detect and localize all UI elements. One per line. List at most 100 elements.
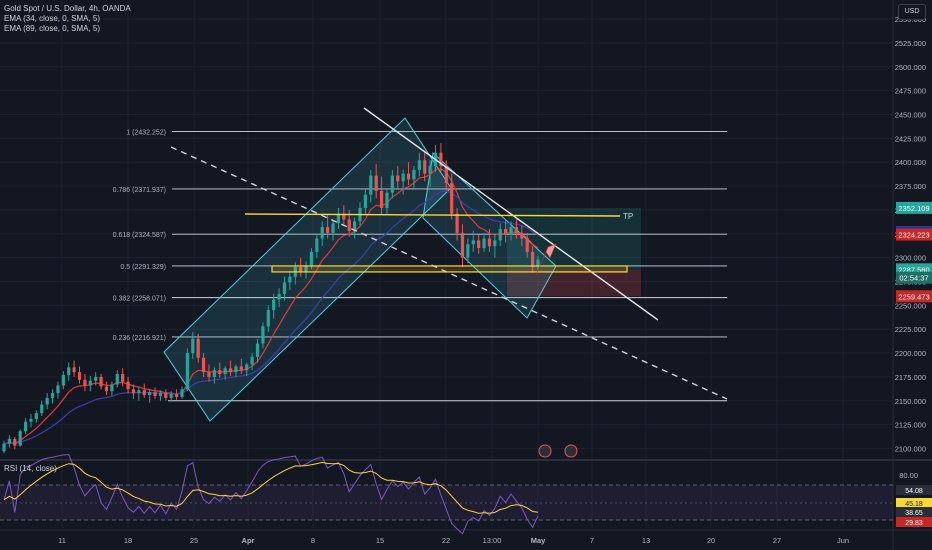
candle-body <box>2 443 6 452</box>
y-tick-label: 2175.000 <box>895 373 926 382</box>
candle-body <box>126 381 130 390</box>
candle-body <box>460 232 465 258</box>
ema89-line <box>3 190 539 445</box>
candle-body <box>56 385 60 394</box>
candle-body <box>115 374 119 385</box>
candle-body <box>288 276 292 283</box>
candle-body <box>514 227 519 233</box>
x-tick-label: 11 <box>58 536 66 545</box>
x-tick-label: 15 <box>376 536 384 545</box>
up-arrow-icon <box>535 243 557 276</box>
candle-body <box>326 227 330 233</box>
candle-body <box>525 238 529 252</box>
y-tick-label: 2400.000 <box>895 158 926 167</box>
candle-body <box>255 343 260 357</box>
candle-body <box>99 376 103 387</box>
candle-body <box>531 251 535 268</box>
rsi-badge-label: 29.83 <box>905 520 923 527</box>
rsi-badge-label: 54.08 <box>905 488 923 495</box>
candle-body <box>379 190 384 209</box>
time-axis[interactable]: 11 18 25 Apr 8 15 22 13:00 May 7 13 20 27 Jun <box>58 536 849 545</box>
candle-body <box>7 438 11 444</box>
candle-body <box>412 169 416 180</box>
candle-body <box>234 366 238 373</box>
candle-body <box>148 392 152 396</box>
rsi-badge <box>896 498 932 508</box>
candle-body <box>450 183 454 214</box>
candle-body <box>304 265 308 272</box>
event-flag-icon <box>564 444 578 458</box>
rsi-badge <box>896 485 932 495</box>
rsi-line <box>3 453 539 535</box>
tp-label: TP <box>623 212 633 221</box>
rsi-tick: 80.00 <box>899 471 918 480</box>
candle-body <box>277 293 281 300</box>
dashed-trendline <box>170 146 728 400</box>
candles <box>2 143 540 454</box>
price-badge-label: 2259.473 <box>898 292 929 301</box>
ema34-line <box>3 168 539 445</box>
candle-body <box>482 238 486 249</box>
candle-body <box>158 393 163 396</box>
candle-body <box>245 364 249 371</box>
candle-body <box>315 238 319 252</box>
y-tick-label: 2250.000 <box>895 301 926 310</box>
x-tick-label: Apr <box>242 536 255 545</box>
rsi-pane[interactable]: 80.00 54.08 45.18 38.65 29.83 <box>0 453 932 535</box>
candle-body <box>23 421 28 432</box>
candle-body <box>428 166 432 174</box>
y-tick-label: 2225.000 <box>895 325 926 334</box>
candle-body <box>401 173 405 182</box>
ema-lines <box>3 168 539 445</box>
candle-body <box>266 310 270 327</box>
price-axis[interactable]: 2550.0002525.0002500.0002475.0002450.000… <box>895 15 932 453</box>
rsi-badge <box>896 507 932 517</box>
candle-body <box>131 389 136 394</box>
symbol-title: Gold Spot / U.S. Dollar, 4h, OANDA <box>4 4 131 13</box>
price-badge-label: 02:54:37 <box>899 274 928 283</box>
ema89-legend: EMA (89, close, 0, SMA, 5) <box>4 24 101 33</box>
price-badge <box>896 228 932 241</box>
fib-label: 0.5 (2291.329) <box>120 264 166 271</box>
candle-body <box>520 232 524 239</box>
candle-body <box>18 431 22 446</box>
candle-body <box>45 397 49 405</box>
candle-body <box>239 366 243 371</box>
rsi-badge-label: 38.65 <box>905 510 923 517</box>
event-flag-icon <box>538 444 552 458</box>
candle-body <box>504 229 508 235</box>
candle-body <box>320 227 324 239</box>
candle-body <box>40 404 44 414</box>
candle-body <box>223 368 227 375</box>
candle-body <box>342 213 346 220</box>
ema34-legend: EMA (34, close, 0, SMA, 5) <box>4 14 101 23</box>
candle-body <box>196 338 200 358</box>
candle-body <box>250 356 254 365</box>
y-tick-label: 2375.000 <box>895 182 926 191</box>
x-tick-label: 20 <box>707 536 715 545</box>
candle-body <box>169 394 173 398</box>
rsi-badge <box>896 517 932 527</box>
price-badge-label: 2352.109 <box>898 204 929 213</box>
candle-body <box>88 380 92 386</box>
price-badge <box>896 201 932 214</box>
trend-lines[interactable]: TP <box>170 107 728 458</box>
price-badge <box>896 290 932 303</box>
fib-label: 0.618 (2324.587) <box>113 232 166 239</box>
candle-body <box>363 194 367 209</box>
candle-body <box>385 192 389 209</box>
candle-body <box>396 175 400 182</box>
candle-body <box>299 267 303 272</box>
candle-body <box>369 175 373 195</box>
candle-body <box>164 393 168 398</box>
x-tick-label: 7 <box>590 536 594 545</box>
candle-body <box>175 394 179 397</box>
candle-body <box>272 299 276 311</box>
candle-body <box>142 390 146 396</box>
y-tick-label: 2500.000 <box>895 63 926 72</box>
candle-body <box>67 367 71 375</box>
currency-button[interactable]: USD <box>898 4 926 20</box>
candle-body <box>201 357 206 373</box>
